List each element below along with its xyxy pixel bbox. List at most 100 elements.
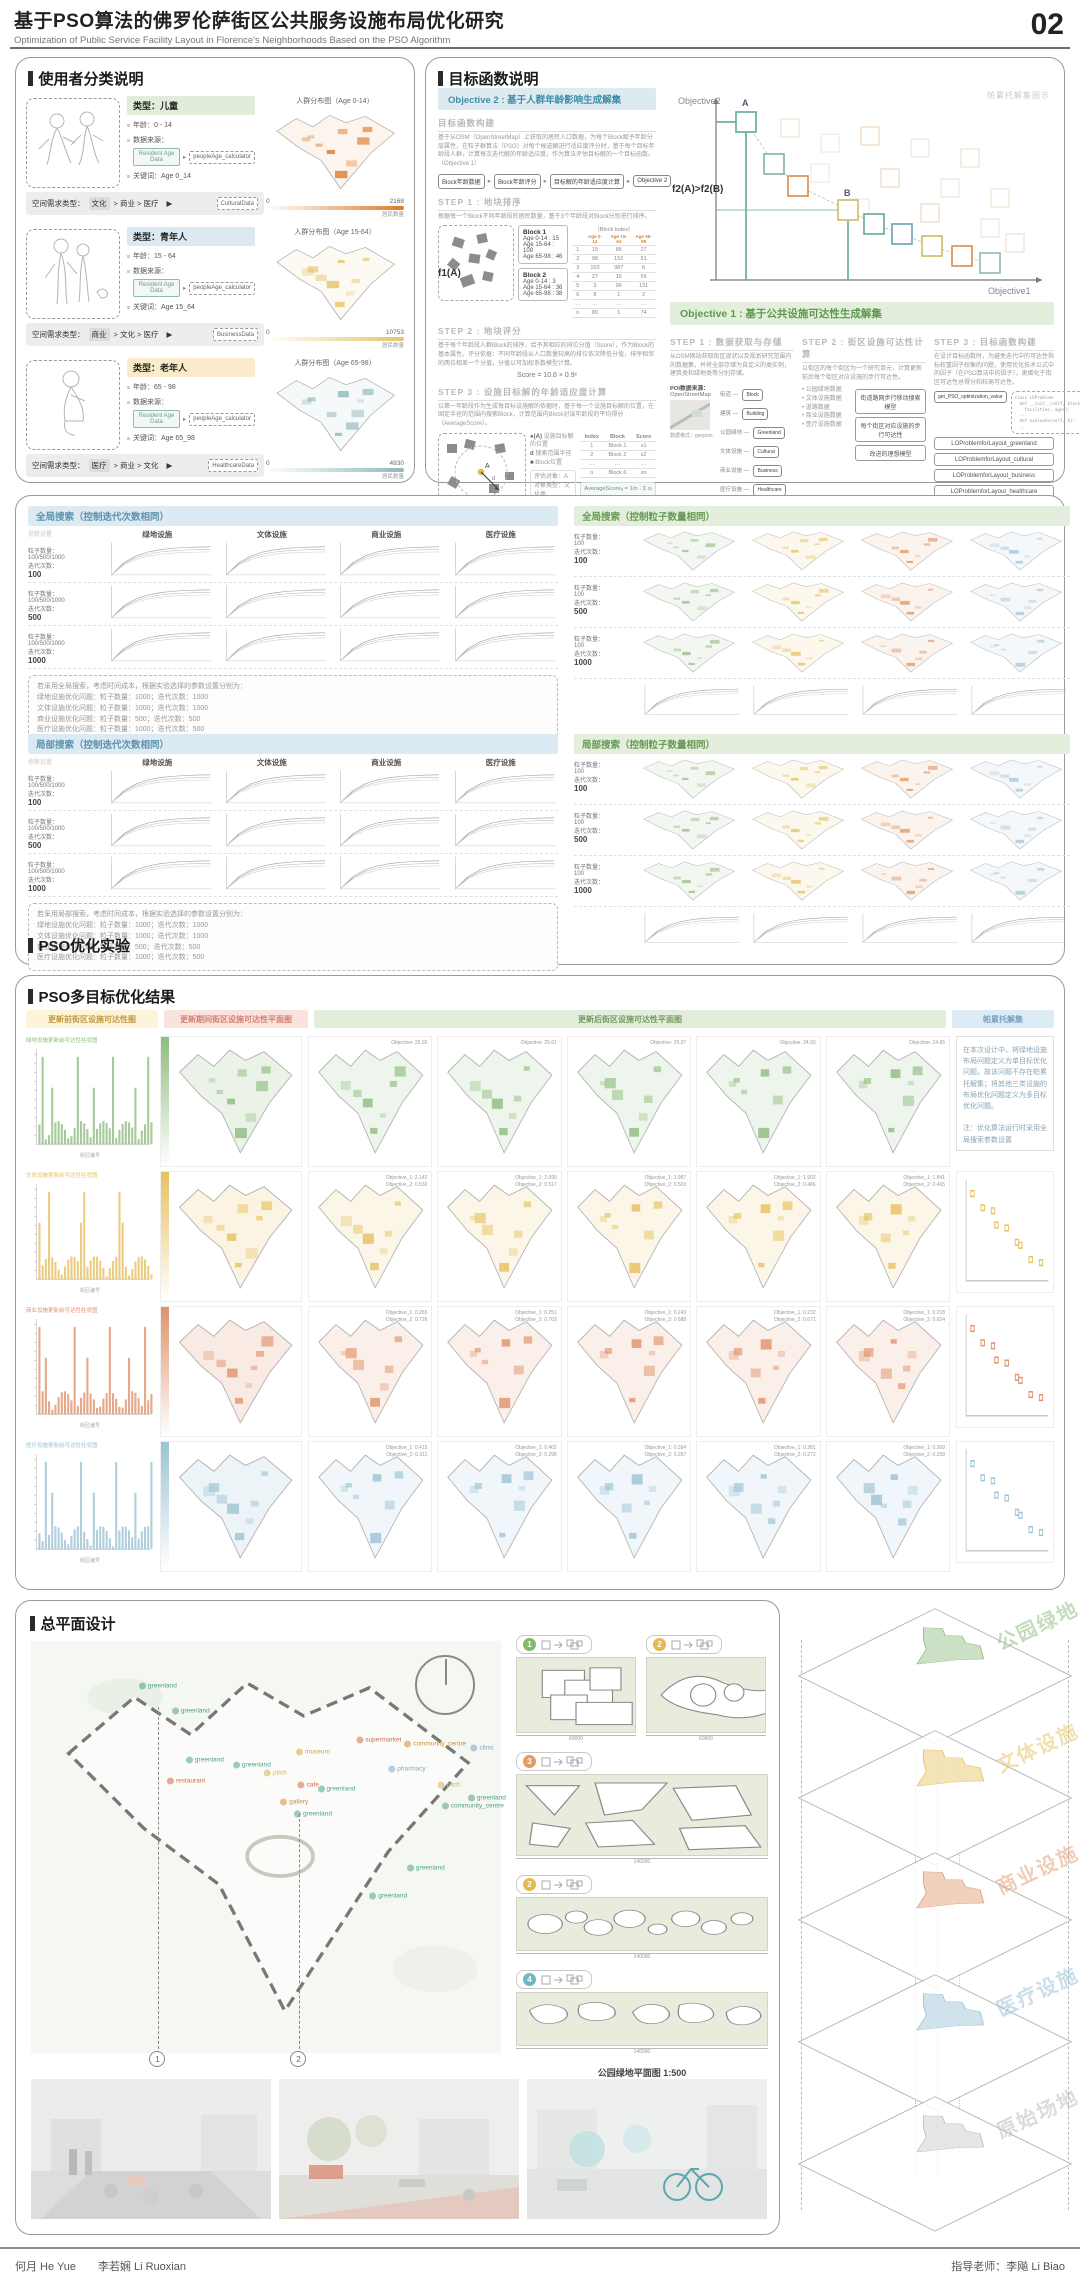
s2-model-box-1: 街道路网步行移动搜索模型 (855, 389, 926, 415)
calculator-box: peopleAge_calculator (189, 281, 255, 295)
svg-text:Objective1: Objective1 (988, 286, 1031, 296)
adults-sketch (26, 229, 120, 319)
map-label-greenland: greenland (294, 1810, 332, 1818)
objective2-header: Objective 2 : 基于人群年龄影响生成解集 (438, 88, 656, 110)
page-subtitle: Optimization of Public Service Facility … (14, 35, 451, 46)
map-label-greenland: greenland (232, 1761, 271, 1769)
result-map (743, 754, 852, 804)
user-source-label: 数据来源： (127, 397, 255, 407)
result-map (634, 526, 743, 576)
after-map-2: Objective_1: 0.402 Objective_2: 0.298 (437, 1441, 562, 1572)
map-label-greenland: greenland (185, 1756, 224, 1764)
after-map-3: Objective: 25.37 (566, 1036, 692, 1167)
convergence-chart (634, 683, 743, 719)
map-label-greenland: greenland (138, 1682, 177, 1690)
user-card-2: 类型：青年人 年龄：15 - 64 数据来源： Resident Age Data ▸ p… (26, 227, 404, 351)
pso-function-box: get_PSO_optimization_value (934, 390, 1007, 403)
page-number: 02 (1030, 8, 1064, 41)
after-map-5: Objective_1: 1.841 Objective_2: 0.465 (825, 1171, 951, 1302)
convergence-chart (444, 854, 559, 894)
compass-icon (415, 1655, 475, 1715)
source-data-box: Resident Age Data (133, 148, 181, 166)
obj2-step3: STEP 3 : 设施目标解的年龄适应度计算 (438, 386, 656, 401)
detail-plan-4: 4 140000 (516, 1970, 768, 2055)
convergence-chart (444, 626, 559, 666)
user-classification-panel: 使用者分类说明 类型：儿童年龄：0 - 14 数据来源： Resident Age … (15, 57, 415, 483)
user-type-label: 类型：青年人 (127, 227, 255, 246)
convergence-chart (100, 811, 215, 851)
svg-text:Objective2: Objective2 (678, 96, 721, 106)
masterplan-panel: 总平面设计 greenland greenland greenland greenla… (15, 1600, 780, 2235)
map-label-community_centre: community_centre (441, 1802, 504, 1810)
user-type-label: 类型：儿童 (127, 96, 255, 115)
axon-layer-1: 公园绿地 (795, 1598, 1080, 1750)
after-map-5: Objective_1: 0.369 Objective_2: 0.258 (825, 1441, 951, 1572)
section-line-1 (157, 1706, 159, 2059)
after-map-2: Objective: 25.61 (437, 1036, 562, 1167)
result-map (743, 577, 852, 627)
spatial-demand-bar: 空间需求类型： 商业 > 文化 > 医疗 ▶ BusinessData (26, 323, 264, 346)
exp-quadrant-1: 全局搜索（控制迭代次数相同） 参数设置 绿地设施 文体设施 商业设施 医疗设施 粒子数量： 1… (28, 506, 559, 744)
obj2-step1: STEP 1 : 地块排序 (438, 196, 656, 211)
result-map (852, 805, 961, 855)
s2-model-box-3: 改进的理想模型 (855, 445, 926, 462)
convergence-chart (852, 683, 961, 719)
accessibility-bar-chart: 医疗设施更新前可达性柱状图 街区编号 (26, 1441, 154, 1572)
exp-quadrant-header: 全局搜索（控制粒子数量相同） (574, 506, 1070, 526)
render-photo-3 (527, 2079, 767, 2219)
user-panel-title: 使用者分类说明 (28, 68, 414, 89)
map-label-museum: museum (296, 1748, 330, 1756)
population-map: 人群分布图（Age 65-98） 0 4930 居民数量 (266, 360, 404, 480)
user-card-1: 类型：儿童 年龄：0 - 14 数据来源： Resident Age Data ▸ peo… (26, 96, 404, 220)
result-map (961, 805, 1070, 855)
accessibility-bar-chart: 绿地设施更新前可达性柱状图 街区编号 (26, 1036, 154, 1167)
convergence-chart (100, 583, 215, 623)
spatial-demand-bar: 空间需求类型： 文化 > 商业 > 医疗 ▶ CulturalData (26, 192, 264, 215)
footer-advisor: 指导老师：李飚 Li Biao (951, 2261, 1065, 2273)
after-map-3: Objective_1: 0.394 Objective_2: 0.287 (566, 1441, 692, 1572)
result-map (852, 628, 961, 678)
user-age: 年龄：0 - 14 (127, 120, 255, 130)
exp-quadrant-2: 全局搜索（控制粒子数量相同） 粒子数量： 100 迭代次数： 100 粒子数量： 100 迭代… (574, 506, 1070, 724)
detail-plan-2: 2 60000 (646, 1635, 766, 1742)
axon-layer-4: 医疗设施 (795, 1964, 1080, 2116)
map-label-supermarket: supermarket (356, 1736, 401, 1744)
convergence-chart (215, 626, 330, 666)
map-label-restaurant: restaurant (166, 1777, 205, 1785)
convergence-chart (215, 854, 330, 894)
map-label-pitch: pitch (437, 1781, 461, 1789)
pso-experiment-panel: 全局搜索（控制迭代次数相同） 参数设置 绿地设施 文体设施 商业设施 医疗设施 粒子数量： 1… (15, 495, 1070, 972)
after-map-2: Objective_1: 0.251 Objective_2: 0.703 (437, 1306, 562, 1437)
convergence-chart (852, 911, 961, 947)
section-line-2 (298, 1814, 300, 2059)
after-map-3: Objective_1: 0.243 Objective_2: 0.688 (566, 1306, 692, 1437)
flow-step-3: 目标解的年龄适应度计算 (549, 173, 624, 189)
accessibility-bar-chart: 商业设施更新前可达性柱状图 街区编号 (26, 1306, 154, 1437)
after-map-4: Objective_1: 0.381 Objective_2: 0.272 (696, 1441, 821, 1572)
convergence-chart (444, 583, 559, 623)
convergence-chart (634, 911, 743, 947)
user-source-label: 数据来源： (127, 135, 255, 145)
map-label-pharmacy: pharmacy (388, 1765, 426, 1773)
convergence-chart (961, 683, 1070, 719)
block-scatter-diagram (438, 225, 514, 302)
convergence-chart (444, 540, 559, 580)
exp-quadrant-4: 局部搜索（控制粒子数量相同） 粒子数量： 100 迭代次数： 100 粒子数量： 100 迭代… (574, 734, 1070, 943)
axon-layer-5: 原始场地 (795, 2086, 1080, 2238)
convergence-chart (329, 854, 444, 894)
result-map (634, 805, 743, 855)
axon-stack: 公园绿地 文体设施 商业设施 医疗设施 原始场地 (795, 1598, 1080, 2240)
user-card-info: 类型：儿童 年龄：0 - 14 数据来源： Resident Age Data ▸ peo… (127, 96, 255, 181)
convergence-chart (743, 911, 852, 947)
before-map (160, 1441, 302, 1572)
header: 基于PSO算法的佛罗伦萨街区公共服务设施布局优化研究 Optimization … (14, 6, 504, 46)
results-panel: PSO多目标优化结果 更新前街区设施可达性图 更新期间街区设施可达性平面图 更新后街… (15, 975, 1065, 1590)
block1-list: Block 1 Age 0-14 : 15 Age 15-64 : 109 Age 6… (518, 225, 568, 265)
result-map (852, 856, 961, 906)
svg-text:f2(A)>f2(B): f2(A)>f2(B) (672, 184, 723, 195)
obj2-step2-para: 基于每个年龄段人群Block的排序，给予其相应的排位分值（Score），作为Bl… (438, 343, 655, 367)
convergence-chart (743, 683, 852, 719)
user-age: 年龄：15 - 64 (127, 251, 255, 261)
pso-output-2: LOProblemforLayout_cultural (934, 453, 1054, 466)
